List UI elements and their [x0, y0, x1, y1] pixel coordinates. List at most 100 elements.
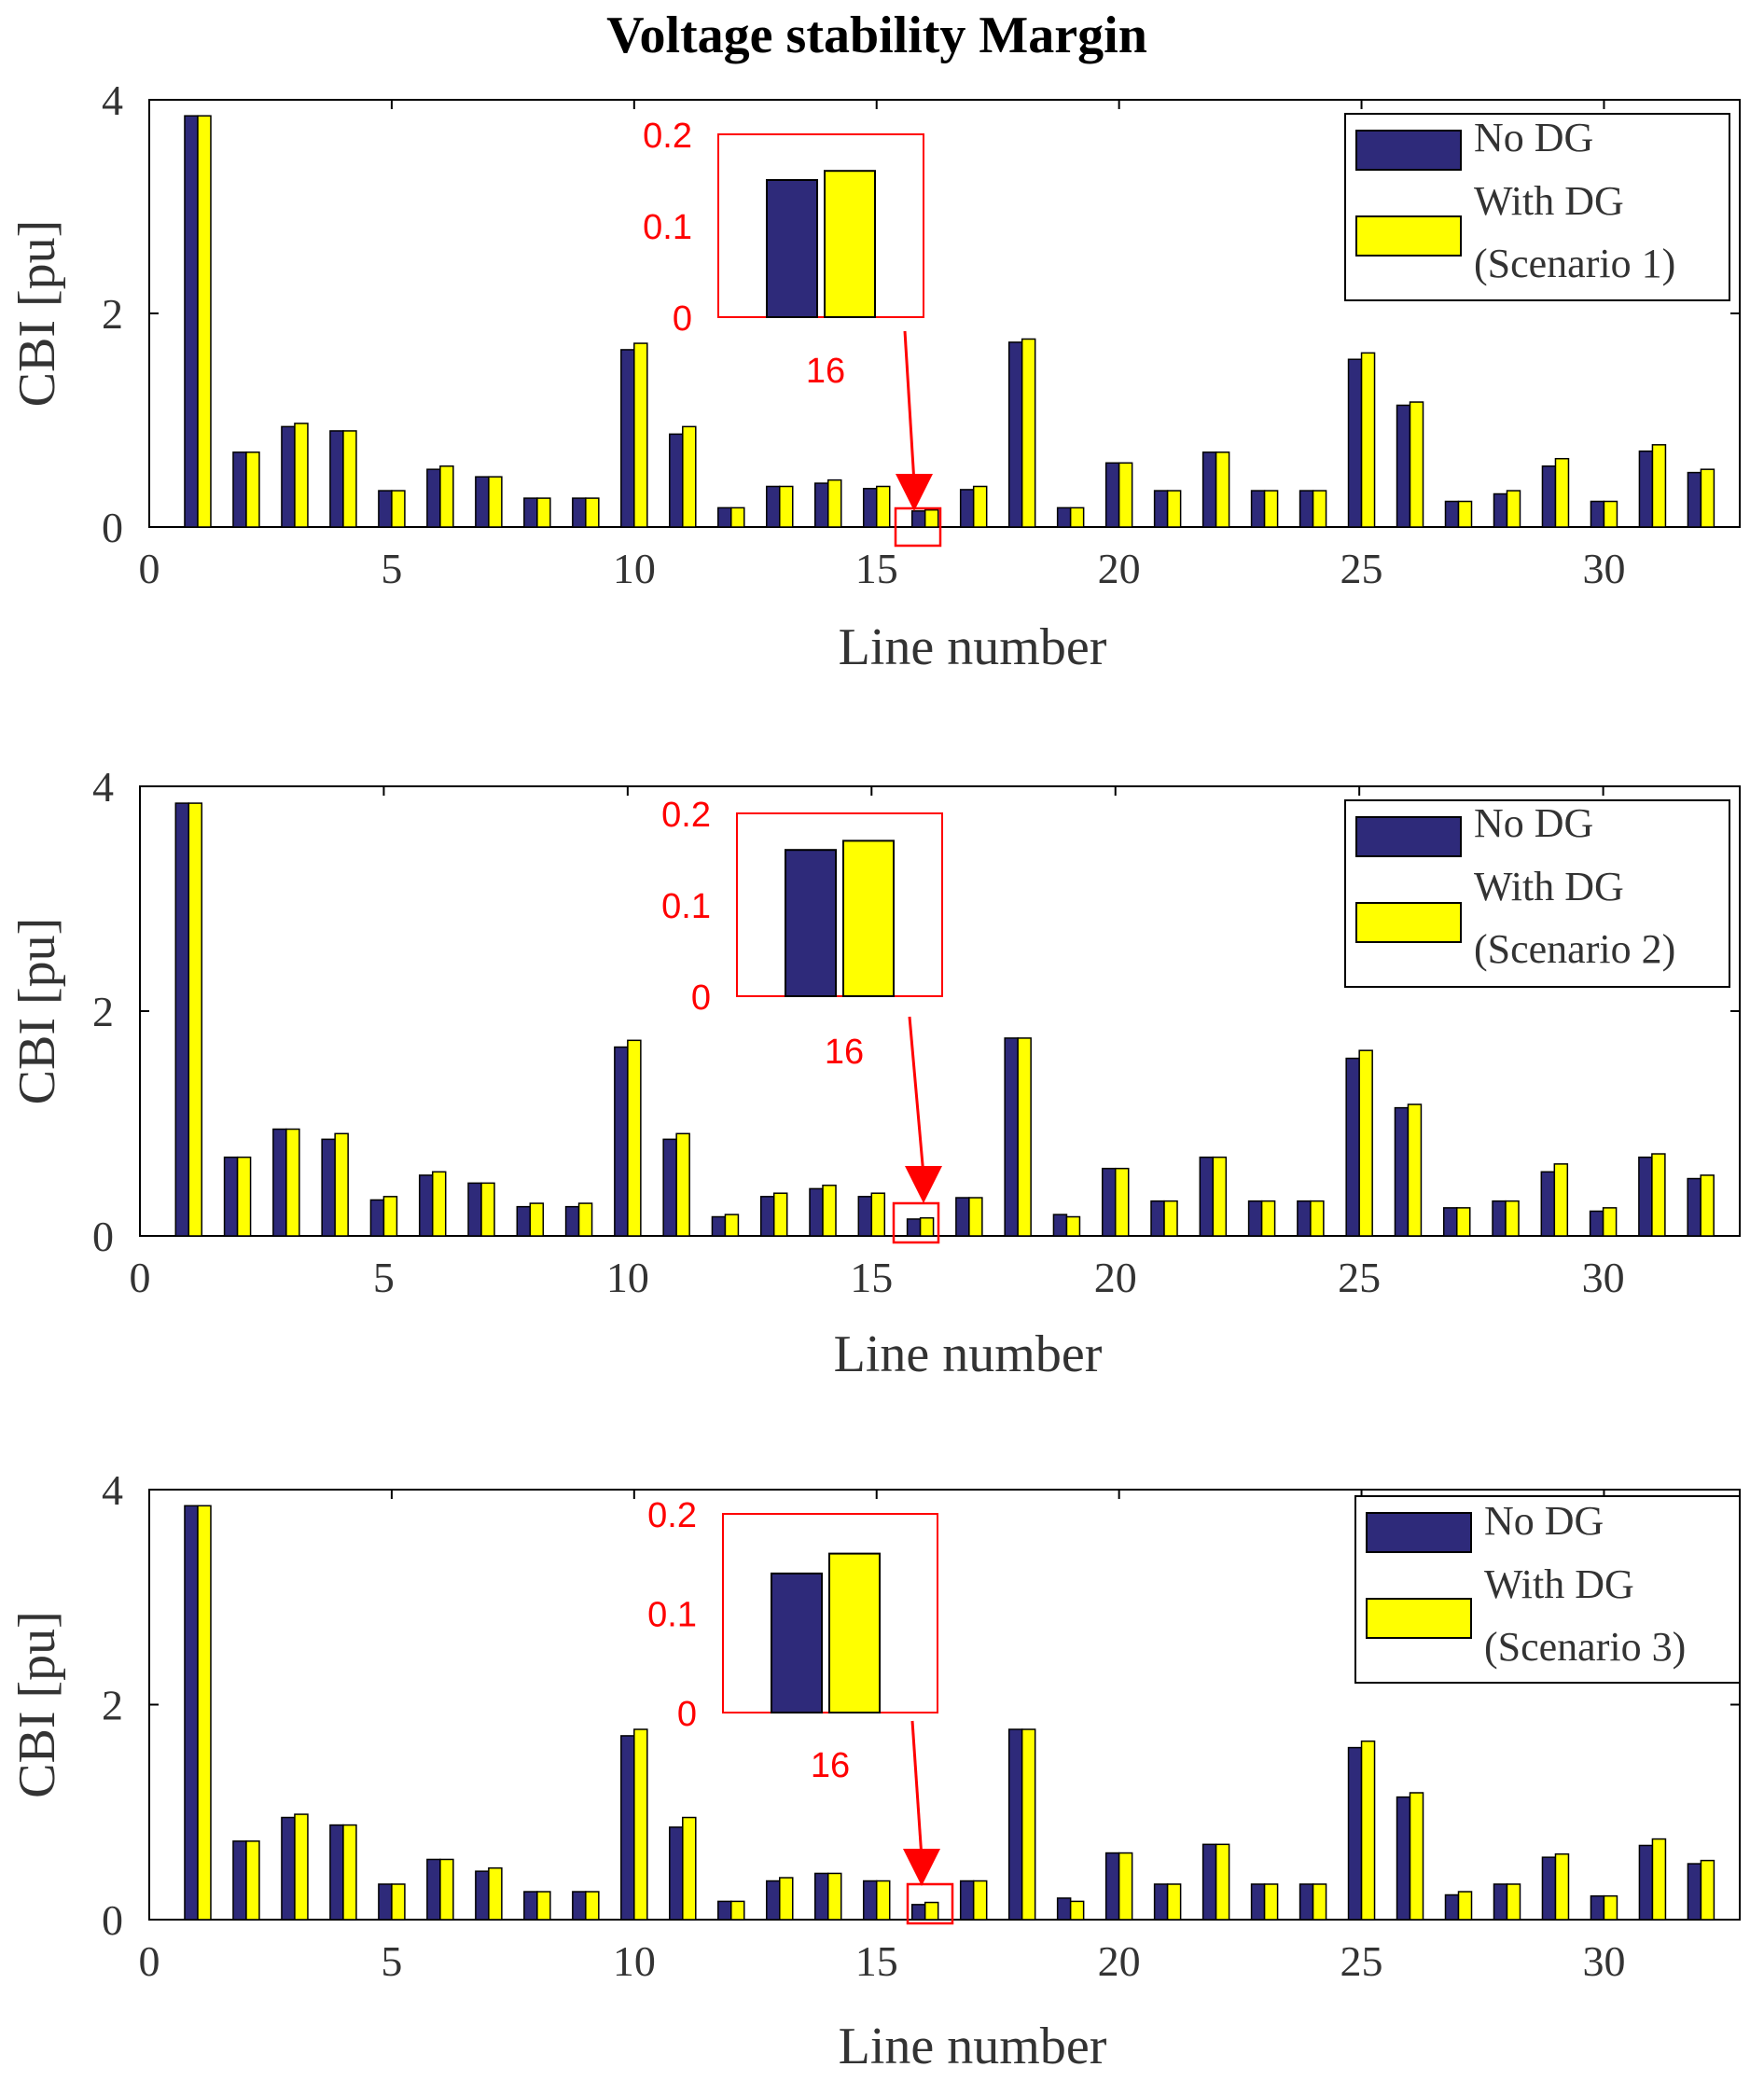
bar-no-dg-line-3: [272, 1128, 287, 1237]
bar-no-dg-line-9: [572, 1891, 587, 1921]
bar-with-dg-line-2: [245, 1840, 260, 1921]
bar-no-dg-line-10: [614, 1046, 629, 1237]
bar-no-dg-line-8: [523, 497, 538, 528]
bar-no-dg-line-2: [223, 1156, 239, 1237]
inset-box: [736, 812, 943, 997]
bar-no-dg-line-31: [1638, 1844, 1654, 1921]
bar-no-dg-line-5: [378, 490, 393, 528]
bar-no-dg-line-27: [1444, 500, 1460, 528]
x-tick-label: 25: [1338, 1254, 1381, 1301]
inset-y-tick-label: 0: [677, 1695, 697, 1734]
bar-with-dg-line-31: [1651, 444, 1667, 528]
bar-with-dg-line-23: [1263, 1883, 1279, 1921]
bar-no-dg-line-15: [857, 1196, 873, 1237]
bar-no-dg-line-10: [620, 349, 635, 528]
bar-with-dg-line-2: [236, 1156, 252, 1237]
legend-swatch-no-dg: [1366, 1512, 1472, 1553]
bar-with-dg-line-24: [1312, 490, 1327, 528]
bar-with-dg-line-11: [675, 1132, 690, 1237]
x-tick-label: 20: [1098, 1937, 1141, 1985]
bar-with-dg-line-10: [633, 1728, 648, 1921]
bar-with-dg-line-17: [972, 485, 988, 528]
bar-no-dg-line-24: [1299, 1883, 1314, 1921]
bar-no-dg-line-19: [1056, 1897, 1072, 1921]
x-tick-label: 25: [1340, 545, 1383, 592]
inset-y-tick-label: 0.2: [661, 796, 711, 835]
legend-label: No DG: [1474, 115, 1593, 160]
bar-no-dg-line-27: [1444, 1894, 1460, 1921]
bar-no-dg-line-11: [669, 433, 684, 528]
bar-no-dg-line-2: [232, 451, 247, 528]
bar-with-dg-line-2: [245, 451, 260, 528]
chart-panel-1: 0 5 10 15 20 25 30 0 2 4 Line number CBI [pu] No DG W…: [8, 76, 1741, 676]
bar-with-dg-line-6: [439, 465, 454, 528]
bar-no-dg-line-32: [1687, 471, 1702, 528]
bar-with-dg-line-6: [439, 1858, 454, 1921]
inset-y-tick-label: 0.1: [643, 208, 692, 247]
bar-with-dg-line-14: [826, 1872, 842, 1921]
chart-panel-3: 0 5 10 15 20 25 30 0 2 4 Line number CBI [pu] No DG W…: [8, 1466, 1741, 2075]
bar-no-dg-line-15: [862, 488, 878, 528]
inset-bar-with-dg: [824, 170, 876, 318]
bar-no-dg-line-31: [1638, 450, 1654, 528]
bar-with-dg-line-5: [382, 1196, 398, 1237]
bar-no-dg-line-30: [1590, 500, 1605, 528]
legend-label: (Scenario 2): [1474, 926, 1675, 972]
bar-no-dg-line-12: [717, 1900, 732, 1921]
bar-with-dg-line-25: [1360, 1740, 1376, 1921]
x-tick-label: 10: [606, 1254, 649, 1301]
bar-with-dg-line-5: [391, 490, 406, 528]
x-tick-label: 5: [381, 1937, 402, 1985]
y-axis-label: CBI [pu]: [8, 1611, 66, 1798]
inset-bar-no-dg: [771, 1572, 823, 1714]
x-tick-label: 25: [1340, 1937, 1383, 1985]
y-tick-label: 4: [102, 1466, 123, 1514]
bar-with-dg-line-25: [1360, 352, 1376, 528]
x-axis-label: Line number: [839, 618, 1107, 676]
bar-no-dg-line-21: [1153, 490, 1169, 528]
bar-with-dg-line-28: [1505, 1200, 1520, 1237]
bar-no-dg-line-23: [1250, 1883, 1266, 1921]
bar-no-dg-line-24: [1299, 490, 1314, 528]
bar-with-dg-line-1: [197, 1505, 212, 1921]
bar-no-dg-line-25: [1347, 358, 1363, 528]
bar-with-dg-line-23: [1263, 490, 1279, 528]
bar-with-dg-line-12: [730, 506, 745, 528]
x-tick-label: 0: [139, 545, 160, 592]
bar-with-dg-line-3: [285, 1128, 300, 1237]
bar-with-dg-line-30: [1603, 500, 1618, 528]
bar-no-dg-line-20: [1104, 1852, 1120, 1921]
chart-panel-2: 0 5 10 15 20 25 30 0 2 4 Line number CBI [pu] No DG W…: [8, 763, 1741, 1383]
bar-with-dg-line-7: [488, 476, 503, 528]
bar-no-dg-line-16: [910, 510, 926, 528]
bar-no-dg-line-13: [766, 1880, 781, 1921]
bar-with-dg-line-11: [682, 1816, 697, 1921]
bar-with-dg-line-8: [529, 1202, 545, 1237]
x-tick-label: 15: [855, 1937, 898, 1985]
bar-with-dg-line-9: [585, 497, 600, 528]
bar-with-dg-line-17: [972, 1880, 988, 1921]
inset-y-tick-label: 0.2: [643, 117, 692, 156]
bar-no-dg-line-6: [426, 468, 441, 528]
inset-bar-no-dg: [785, 849, 837, 998]
x-tick-label: 5: [381, 545, 402, 592]
bar-with-dg-line-1: [188, 802, 203, 1237]
bar-with-dg-line-12: [730, 1900, 745, 1921]
bar-no-dg-line-9: [572, 497, 587, 528]
legend-swatch-no-dg: [1355, 130, 1462, 171]
bar-no-dg-line-22: [1201, 451, 1217, 528]
inset-y-tick-label: 0.1: [647, 1596, 697, 1635]
legend-label: With DG: [1474, 864, 1624, 909]
bar-with-dg-line-24: [1312, 1883, 1327, 1921]
inset-y-tick-label: 0: [673, 299, 692, 339]
bar-no-dg-line-19: [1052, 1214, 1068, 1237]
bar-no-dg-line-7: [475, 476, 490, 528]
bar-with-dg-line-27: [1455, 1207, 1471, 1237]
bar-with-dg-line-27: [1457, 500, 1473, 528]
bar-no-dg-line-21: [1150, 1200, 1165, 1237]
bar-no-dg-line-25: [1345, 1057, 1360, 1237]
bar-no-dg-line-14: [813, 482, 829, 528]
bar-no-dg-line-7: [467, 1182, 482, 1237]
bar-with-dg-line-17: [968, 1197, 983, 1237]
bar-no-dg-line-11: [662, 1138, 677, 1237]
